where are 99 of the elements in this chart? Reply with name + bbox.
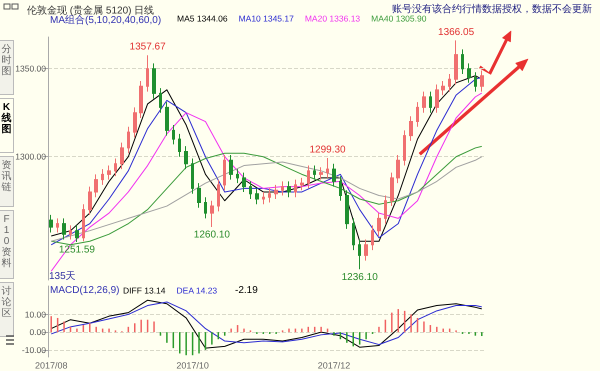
text: F10资料 — [1, 214, 12, 269]
y-tick-label: 10.00 — [24, 309, 46, 320]
candlestick — [441, 80, 445, 96]
candlestick — [281, 180, 284, 196]
candlestick — [268, 188, 271, 204]
candlestick — [461, 48, 464, 74]
x-tick-label: 2017/12 — [318, 360, 350, 370]
text: MA组合(5,10,20,40,60,0) — [50, 15, 162, 27]
text: K线图 — [1, 102, 12, 135]
candlestick — [377, 212, 381, 236]
candlestick — [75, 224, 79, 242]
candlestick — [88, 186, 92, 216]
candlestick — [120, 142, 124, 170]
candlestick — [159, 88, 162, 114]
candlestick — [390, 172, 394, 207]
text: 账号没有该合约行情数据授权，数据不会更新 — [392, 2, 592, 16]
text: MA10 1345.17 — [238, 14, 294, 24]
candlestick — [204, 196, 207, 219]
candlestick — [69, 224, 72, 240]
y-tick-label: -10.00 — [22, 344, 46, 355]
candlestick — [364, 239, 368, 262]
candlestick — [435, 84, 439, 114]
candlestick — [165, 102, 169, 136]
candlestick — [274, 184, 278, 200]
annotation: 1366.05 — [438, 26, 475, 38]
candlestick — [332, 163, 336, 188]
y-tick-label: 0.00 — [29, 327, 46, 338]
chart-title: 伦敦金现 (贵金属 5120) 日线 — [27, 4, 154, 16]
candlestick — [178, 133, 181, 158]
y-tick-label: 1350.00 — [15, 64, 46, 74]
candlestick — [197, 182, 201, 208]
candlestick — [371, 224, 374, 251]
candlestick — [352, 218, 355, 251]
candlestick — [101, 168, 104, 186]
candlestick — [236, 168, 239, 184]
candlestick — [313, 165, 316, 180]
candlestick — [409, 116, 413, 142]
text: MA20 1336.13 — [304, 14, 360, 24]
candlestick — [223, 154, 226, 191]
candlestick — [448, 73, 451, 92]
candlestick — [396, 154, 400, 184]
candlestick — [114, 158, 117, 177]
candlestick — [467, 62, 471, 84]
candlestick — [242, 172, 246, 192]
candlestick — [152, 62, 156, 100]
candlestick — [255, 188, 259, 205]
series-label: DIFF 13.14 — [123, 286, 166, 296]
x-tick-label: 2017/10 — [176, 360, 209, 370]
candlestick — [82, 204, 85, 242]
text: 资讯链 — [1, 160, 12, 193]
candlestick — [191, 158, 194, 194]
text: 讨论区 — [1, 286, 12, 319]
annotation: 1260.10 — [194, 230, 230, 240]
candlestick — [210, 200, 214, 228]
candlestick — [107, 165, 111, 180]
candlestick — [403, 130, 406, 166]
candlestick — [384, 194, 387, 224]
annotation: 1299.30 — [309, 144, 346, 156]
candlestick — [172, 124, 175, 145]
candlestick — [422, 91, 426, 114]
candlestick — [139, 80, 143, 118]
candlestick — [127, 126, 130, 154]
candlestick — [454, 40, 458, 86]
candlestick — [49, 214, 53, 233]
candlestick — [300, 177, 304, 191]
candlestick — [294, 179, 297, 198]
candlestick — [94, 174, 98, 198]
candlestick — [184, 146, 188, 170]
annotation: 1357.67 — [130, 42, 166, 53]
candlestick — [358, 239, 361, 270]
candlestick — [429, 91, 432, 114]
annotation: 1236.10 — [342, 272, 378, 283]
text: MA5 1344.06 — [177, 14, 228, 24]
candlestick — [262, 191, 265, 205]
candlestick — [480, 70, 484, 92]
y-tick-label: 1300.00 — [15, 152, 46, 162]
text: MA40 1305.90 — [371, 14, 427, 24]
text: 分时图 — [1, 44, 12, 77]
candlestick — [339, 176, 342, 202]
candlestick — [474, 72, 477, 92]
candlestick — [62, 218, 66, 240]
candlestick — [416, 102, 419, 128]
candlestick — [146, 54, 149, 92]
x-tick-label: 2017/08 — [34, 360, 68, 370]
series-label: DEA 14.23 — [176, 286, 218, 296]
line-series — [50, 92, 482, 272]
candlestick — [319, 166, 323, 180]
candlestick — [217, 179, 220, 212]
annotation: MACD(12,26,9) — [50, 285, 120, 296]
annotation: 135天 — [49, 270, 76, 283]
candlestick — [229, 154, 233, 180]
candlestick — [56, 218, 59, 233]
candlestick — [326, 157, 329, 178]
candlestick — [307, 165, 310, 189]
candlestick — [133, 106, 137, 138]
candlestick — [249, 180, 252, 200]
candlestick — [345, 190, 349, 230]
candlestick — [287, 180, 291, 198]
annotation: -2.19 — [235, 285, 258, 296]
